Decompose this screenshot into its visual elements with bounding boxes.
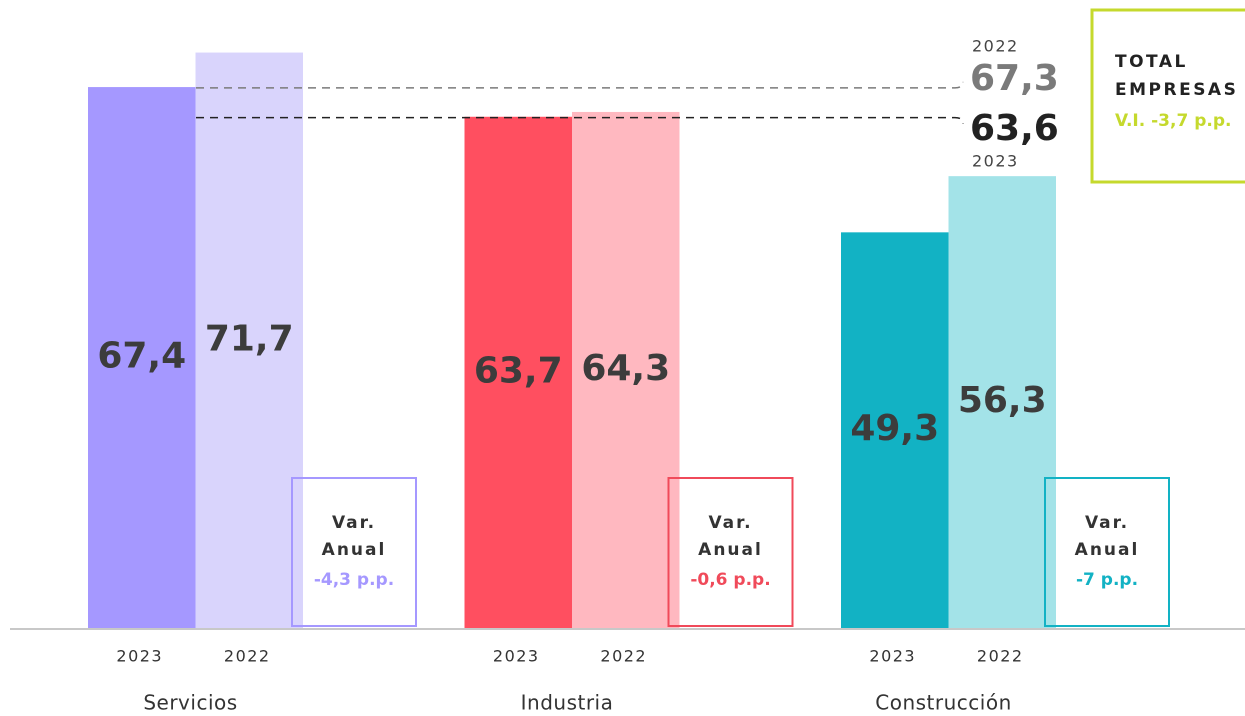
variation-value: -0,6 p.p. <box>690 570 770 590</box>
reference-line <box>196 116 964 124</box>
reference-year: 2023 <box>972 152 1019 171</box>
variation-title: Anual <box>698 540 763 560</box>
bar-value-label: 49,3 <box>850 408 939 449</box>
variation-title: Var. <box>332 513 376 533</box>
bar-value-label: 67,4 <box>97 336 186 377</box>
reference-line <box>196 81 964 89</box>
category-label: Construcción <box>875 691 1012 715</box>
bar-value-label: 56,3 <box>958 380 1047 421</box>
bar <box>464 116 572 629</box>
total-box <box>1090 8 1245 184</box>
reference-value: 67,3 <box>970 58 1059 99</box>
reference-value: 63,6 <box>970 108 1059 149</box>
bar <box>88 87 196 629</box>
variation-box <box>667 477 794 627</box>
x-tick-label: 2023 <box>869 647 916 666</box>
bar-value-label: 64,3 <box>581 348 670 389</box>
x-tick-label: 2022 <box>224 647 271 666</box>
variation-title: Anual <box>1075 540 1140 560</box>
variation-title: Var. <box>708 513 752 533</box>
total-title: EMPRESAS <box>1115 80 1238 100</box>
bar-value-label: 71,7 <box>205 318 294 359</box>
variation-box <box>1044 477 1170 627</box>
category-label: Servicios <box>143 691 237 715</box>
total-title: TOTAL <box>1115 52 1188 72</box>
variation-box <box>291 477 417 627</box>
bar <box>195 52 303 629</box>
x-tick-label: 2022 <box>977 647 1024 666</box>
bar <box>572 111 680 628</box>
bar <box>948 176 1056 628</box>
x-tick-label: 2023 <box>493 647 540 666</box>
x-tick-label: 2023 <box>116 647 163 666</box>
x-tick-label: 2022 <box>600 647 647 666</box>
variation-title: Var. <box>1085 513 1129 533</box>
bar <box>841 232 949 629</box>
variation-value: -7 p.p. <box>1076 570 1138 590</box>
reference-year: 2022 <box>972 37 1019 56</box>
variation-title: Anual <box>322 540 387 560</box>
total-variation: V.I. -3,7 p.p. <box>1115 111 1231 131</box>
bar-value-label: 63,7 <box>474 350 563 391</box>
variation-value: -4,3 p.p. <box>314 570 394 590</box>
category-label: Industria <box>521 691 614 715</box>
